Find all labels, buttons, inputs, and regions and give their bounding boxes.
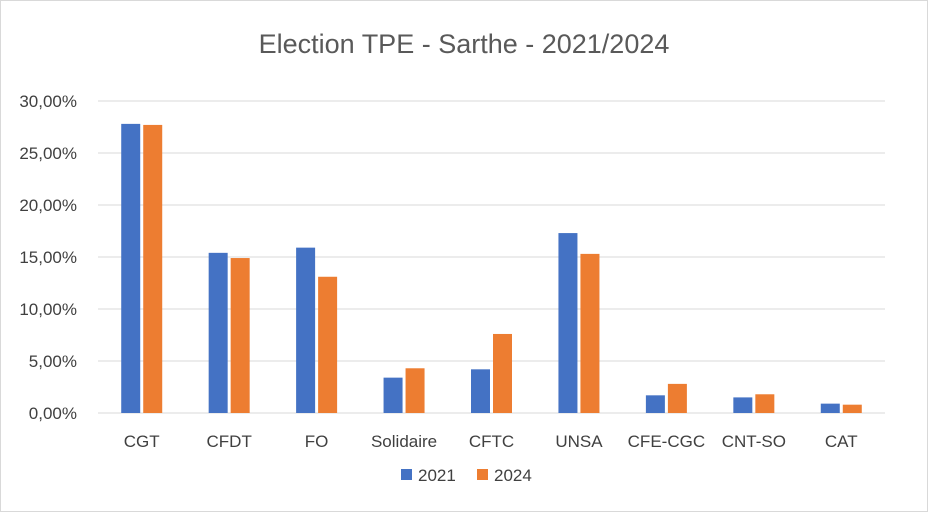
x-tick-label: CFTC — [469, 432, 514, 451]
x-tick-label: CFDT — [207, 432, 252, 451]
y-tick-label: 5,00% — [29, 352, 77, 371]
grid-lines — [98, 100, 885, 414]
x-tick-label: CNT-SO — [722, 432, 786, 451]
y-tick-label: 15,00% — [19, 248, 77, 267]
bar-2024-cfdt — [230, 258, 250, 413]
x-tick-label: CFE-CGC — [628, 432, 705, 451]
bar-2024-cnt-so — [755, 394, 775, 413]
bar-2024-cfe-cgc — [667, 383, 687, 413]
legend-swatch-2024 — [477, 469, 488, 480]
bar-2021-cftc — [471, 369, 490, 413]
y-tick-label: 20,00% — [19, 196, 77, 215]
y-tick-label: 25,00% — [19, 144, 77, 163]
y-tick-label: 10,00% — [19, 300, 77, 319]
bar-2021-cgt — [121, 123, 141, 413]
bar-2021-solidaire — [383, 377, 403, 413]
bar-2024-unsa — [580, 253, 600, 413]
bar-2021-cat — [820, 403, 840, 413]
bar-2021-cnt-so — [733, 397, 753, 413]
x-tick-label: CGT — [124, 432, 160, 451]
bar-2024-solidaire — [405, 368, 425, 413]
y-tick-label: 30,00% — [19, 92, 77, 111]
x-tick-label: UNSA — [555, 432, 603, 451]
bar-2021-cfdt — [208, 252, 228, 413]
x-tick-label: CAT — [825, 432, 858, 451]
x-tick-label: FO — [305, 432, 329, 451]
legend: 2021 2024 — [401, 466, 532, 485]
bar-2024-cftc — [493, 333, 512, 413]
legend-label: 2021 — [418, 466, 456, 485]
x-axis-ticks: CGT CFDT FO Solidaire CFTC UNSA CFE-CGC CNT-SO C… — [124, 432, 858, 451]
y-axis-ticks: 0,00% 5,00% 10,00% 15,00% 20,00% 25,00% 30,00% — [19, 92, 77, 423]
bars — [121, 123, 862, 414]
bar-2021-fo — [296, 247, 316, 413]
bar-2024-cat — [842, 404, 862, 413]
chart-title: Election TPE - Sarthe - 2021/2024 — [259, 29, 670, 59]
legend-label: 2024 — [494, 466, 532, 485]
bar-2024-cgt — [143, 124, 163, 414]
bar-2021-cfe-cgc — [645, 395, 665, 413]
bar-2021-unsa — [558, 233, 578, 413]
bar-2024-fo — [318, 276, 338, 413]
legend-swatch-2021 — [401, 469, 412, 480]
x-tick-label: Solidaire — [371, 432, 437, 451]
y-tick-label: 0,00% — [29, 404, 77, 423]
